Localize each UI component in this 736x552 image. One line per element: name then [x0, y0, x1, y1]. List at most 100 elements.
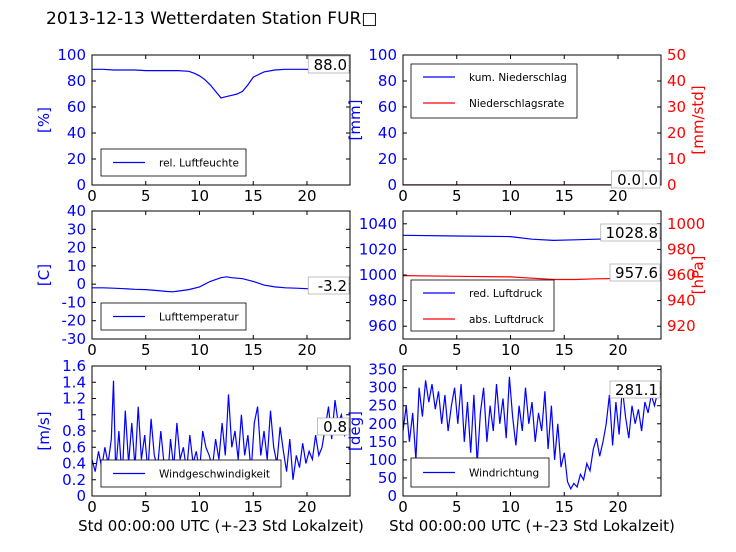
y-tick-label: -30: [62, 330, 87, 348]
plot-frame: [91, 210, 351, 340]
legend-box: [410, 63, 578, 119]
chart-precip: 0 5 10 15 20 0 20 40 60 80 100 0 10 20 30 40 50 [mm/std] […: [346, 46, 707, 205]
y-tick-label: 0.4: [62, 455, 86, 473]
y-axis-label: [m/s]: [35, 411, 53, 450]
value-box: [600, 223, 661, 242]
x-tick-label: 5: [452, 498, 462, 516]
y-tick-label: 100: [368, 46, 397, 64]
y2-tick-label: 40: [667, 72, 686, 90]
y-tick-label: 0.2: [62, 471, 86, 489]
y2-tick-label: 940: [667, 292, 696, 310]
x-tick-label: 10: [501, 498, 520, 516]
y-tick-label: 1.6: [62, 357, 86, 375]
y-tick-label: 10: [67, 257, 86, 275]
legend-label: Windgeschwindigkeit: [159, 469, 270, 481]
value-box: [307, 276, 350, 295]
y-tick-label: 1.4: [62, 373, 86, 391]
current-value: 0.8: [323, 418, 347, 436]
y2-tick-label: 920: [667, 317, 696, 335]
y2-tick-label: 980: [667, 240, 696, 258]
series-line-temperature-0: [92, 276, 350, 293]
plot-frame: [402, 54, 662, 186]
legend-label: red. Luftdruck: [469, 288, 543, 300]
y-tick-label: 60: [378, 98, 397, 116]
y-tick-label: 0: [387, 176, 397, 194]
x-tick-label: 15: [244, 341, 263, 359]
y-tick-label: 40: [378, 124, 397, 142]
y-tick-label: 40: [67, 202, 86, 220]
y2-tick-label: 30: [667, 98, 686, 116]
chart-windspeed: 0 5 10 15 2000.20.40.60.811.21.41.6[m/s]Wind…: [35, 357, 364, 535]
y-tick-label: 0: [76, 176, 86, 194]
y2-tick-label: 0: [667, 176, 677, 194]
y-tick-label: 50: [378, 469, 397, 487]
y-tick-label: 300: [368, 379, 397, 397]
y-axis-label: [mm]: [346, 100, 364, 141]
y2-tick-label: 10: [667, 150, 686, 168]
y-tick-label: 0: [387, 487, 397, 505]
y-axis-label: [deg]: [346, 411, 364, 451]
chart-temperature: 0 5 10 15 20-30-20-10010203040[C]Lufttempera…: [35, 202, 351, 359]
x-tick-label: 10: [190, 498, 209, 516]
x-tick-label: 15: [555, 498, 574, 516]
x-tick-label: 10: [501, 187, 520, 205]
x-tick-label: 20: [608, 187, 627, 205]
y-tick-label: 1040: [359, 215, 397, 233]
plot-frame: [91, 54, 351, 186]
series-line-humidity-0: [92, 68, 350, 99]
y-tick-label: 1.2: [62, 390, 86, 408]
value-box: [307, 55, 350, 74]
legend-label: Niederschlagsrate: [469, 98, 564, 110]
x-tick-label: 0: [398, 341, 408, 359]
series-line-winddir-0: [403, 376, 661, 491]
x-tick-label: 10: [190, 187, 209, 205]
y-tick-label: 1: [76, 406, 86, 424]
y-tick-label: -10: [62, 293, 87, 311]
value-box: [609, 263, 661, 282]
y-tick-label: 0: [76, 487, 86, 505]
x-tick-label: 15: [244, 498, 263, 516]
y2-tick-label: 50: [667, 46, 686, 64]
figure-title: 2013-12-13 Wetterdaten Station FUR□: [46, 9, 378, 29]
series-line-windspeed-0: [92, 380, 350, 484]
y-tick-label: 100: [57, 46, 86, 64]
legend-label: kum. Niederschlag: [469, 72, 567, 84]
y-tick-label: 200: [368, 415, 397, 433]
y-tick-label: 20: [378, 150, 397, 168]
y-tick-label: 350: [368, 361, 397, 379]
x-tick-label: 15: [555, 341, 574, 359]
y-tick-label: 80: [67, 72, 86, 90]
value-box: [611, 170, 644, 189]
y2-axis-label: [mm/std]: [689, 85, 707, 154]
x-tick-label: 0: [87, 187, 97, 205]
x-tick-label: 20: [297, 341, 316, 359]
y-tick-label: 1020: [359, 240, 397, 258]
y-tick-label: 0.8: [62, 422, 86, 440]
chart-humidity: 0 5 10 15 20 0 20 40 60 80 100 [%] rel. Luftfeuchte 8…: [35, 46, 351, 205]
legend-label: Windrichtung: [469, 468, 539, 480]
legend-label: rel. Luftfeuchte: [159, 158, 239, 170]
y-axis-label: [%]: [35, 107, 53, 133]
legend-label: Lufttemperatur: [159, 312, 239, 324]
y-tick-label: -20: [62, 312, 87, 330]
y-tick-label: 150: [368, 433, 397, 451]
current-value: 88.0: [314, 56, 347, 74]
y-tick-label: 980: [368, 292, 397, 310]
x-tick-label: 5: [141, 498, 151, 516]
y-tick-label: 80: [378, 72, 397, 90]
x-tick-label: 0: [398, 498, 408, 516]
current-value: 0.0: [617, 171, 641, 189]
x-tick-label: 20: [608, 498, 627, 516]
plot-frame: [402, 365, 662, 497]
value-box: [317, 417, 350, 436]
y2-tick-label: 960: [667, 266, 696, 284]
x-tick-label: 20: [608, 341, 627, 359]
y-tick-label: 30: [67, 220, 86, 238]
x-tick-label: 15: [555, 187, 574, 205]
current-value: 957.6: [615, 264, 658, 282]
x-tick-label: 10: [190, 341, 209, 359]
x-tick-label: 5: [452, 341, 462, 359]
y2-tick-label: 1000: [667, 215, 705, 233]
legend-box: [410, 279, 555, 332]
